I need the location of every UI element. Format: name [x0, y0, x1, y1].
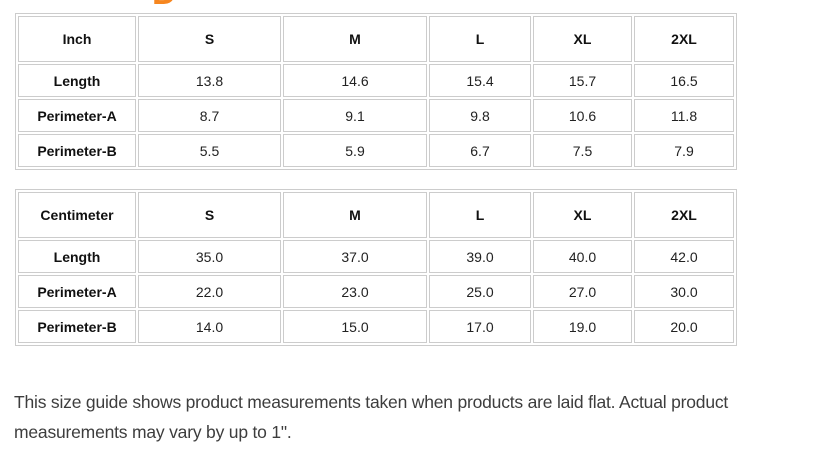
value-cell: 5.5 — [138, 134, 281, 167]
clipped-heading-fragment: D — [152, 0, 180, 7]
size-header-cell: 2XL — [634, 16, 734, 62]
value-cell: 13.8 — [138, 64, 281, 97]
value-cell: 42.0 — [634, 240, 734, 273]
value-cell: 40.0 — [533, 240, 632, 273]
value-cell: 27.0 — [533, 275, 632, 308]
value-cell: 10.6 — [533, 99, 632, 132]
row-label-cell: Perimeter-B — [18, 310, 136, 343]
value-cell: 17.0 — [429, 310, 531, 343]
size-header-cell: M — [283, 16, 427, 62]
value-cell: 6.7 — [429, 134, 531, 167]
size-table-centimeter: Centimeter S M L XL 2XL Length 35.0 37.0… — [15, 189, 737, 346]
size-header-cell: L — [429, 192, 531, 238]
row-label-cell: Perimeter-B — [18, 134, 136, 167]
value-cell: 39.0 — [429, 240, 531, 273]
value-cell: 15.7 — [533, 64, 632, 97]
table-row: Perimeter-B 5.5 5.9 6.7 7.5 7.9 — [18, 134, 734, 167]
table-row: Length 13.8 14.6 15.4 15.7 16.5 — [18, 64, 734, 97]
value-cell: 11.8 — [634, 99, 734, 132]
table-row: Perimeter-A 22.0 23.0 25.0 27.0 30.0 — [18, 275, 734, 308]
size-header-cell: XL — [533, 16, 632, 62]
row-label-cell: Perimeter-A — [18, 275, 136, 308]
table-row: Length 35.0 37.0 39.0 40.0 42.0 — [18, 240, 734, 273]
value-cell: 16.5 — [634, 64, 734, 97]
value-cell: 23.0 — [283, 275, 427, 308]
value-cell: 25.0 — [429, 275, 531, 308]
value-cell: 7.9 — [634, 134, 734, 167]
value-cell: 35.0 — [138, 240, 281, 273]
size-header-cell: S — [138, 16, 281, 62]
row-label-cell: Perimeter-A — [18, 99, 136, 132]
size-guide-section: Inch S M L XL 2XL Length 13.8 14.6 15.4 … — [14, 13, 815, 447]
table-gap — [15, 170, 815, 189]
unit-header-cell: Inch — [18, 16, 136, 62]
value-cell: 9.8 — [429, 99, 531, 132]
value-cell: 14.6 — [283, 64, 427, 97]
unit-header-cell: Centimeter — [18, 192, 136, 238]
value-cell: 14.0 — [138, 310, 281, 343]
size-header-cell: XL — [533, 192, 632, 238]
value-cell: 8.7 — [138, 99, 281, 132]
size-table-inch: Inch S M L XL 2XL Length 13.8 14.6 15.4 … — [15, 13, 737, 170]
size-header-cell: L — [429, 16, 531, 62]
size-guide-disclaimer: This size guide shows product measuremen… — [14, 392, 729, 442]
table-row: Perimeter-A 8.7 9.1 9.8 10.6 11.8 — [18, 99, 734, 132]
clipped-heading-letter: D — [152, 0, 180, 7]
value-cell: 20.0 — [634, 310, 734, 343]
table-row: Perimeter-B 14.0 15.0 17.0 19.0 20.0 — [18, 310, 734, 343]
table-header-row: Inch S M L XL 2XL — [18, 16, 734, 62]
value-cell: 15.0 — [283, 310, 427, 343]
value-cell: 22.0 — [138, 275, 281, 308]
value-cell: 30.0 — [634, 275, 734, 308]
table-header-row: Centimeter S M L XL 2XL — [18, 192, 734, 238]
value-cell: 7.5 — [533, 134, 632, 167]
value-cell: 15.4 — [429, 64, 531, 97]
size-header-cell: 2XL — [634, 192, 734, 238]
value-cell: 9.1 — [283, 99, 427, 132]
value-cell: 37.0 — [283, 240, 427, 273]
size-header-cell: M — [283, 192, 427, 238]
value-cell: 19.0 — [533, 310, 632, 343]
value-cell: 5.9 — [283, 134, 427, 167]
row-label-cell: Length — [18, 64, 136, 97]
row-label-cell: Length — [18, 240, 136, 273]
size-header-cell: S — [138, 192, 281, 238]
